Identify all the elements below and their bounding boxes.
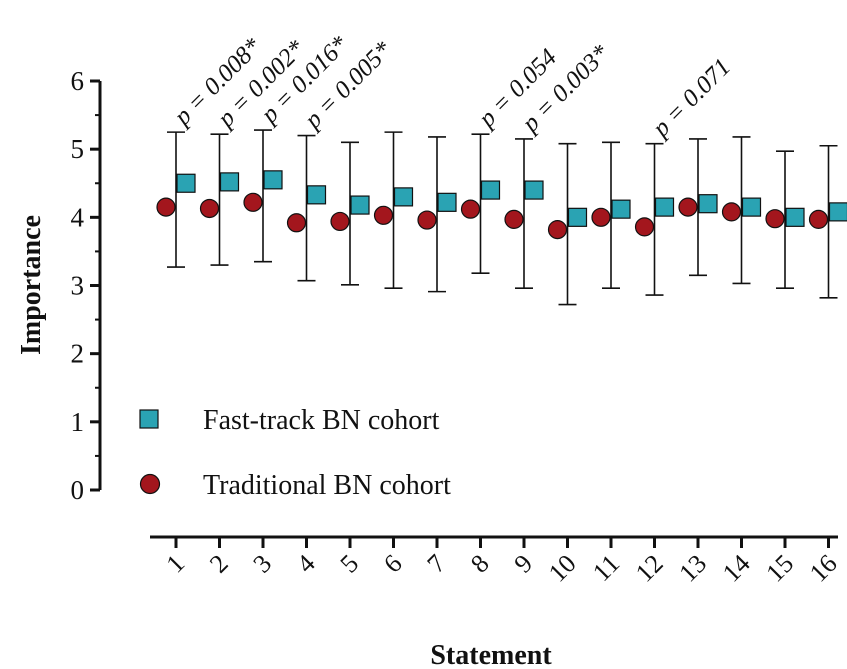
fast-track-point	[741, 197, 762, 217]
fast-track-point	[698, 194, 718, 214]
fast-track-point	[306, 185, 327, 205]
data-points	[156, 170, 847, 240]
traditional-point	[243, 192, 263, 212]
fast-track-point	[828, 202, 847, 222]
traditional-point	[286, 213, 307, 233]
x-tick-label: 2	[204, 549, 234, 579]
y-tick-label: 2	[71, 339, 85, 369]
y-tick-label: 4	[71, 202, 85, 232]
x-tick-label: 14	[717, 549, 756, 588]
fast-track-point	[785, 207, 805, 227]
traditional-point	[460, 199, 481, 219]
traditional-point	[156, 197, 176, 217]
x-axis: 1 2 3 4 5 6 7 8 9 10 11 12 13 14 15 16	[150, 535, 843, 588]
x-tick-label: 5	[335, 549, 365, 579]
x-tick-label: 11	[587, 549, 625, 587]
fast-track-point	[176, 173, 196, 193]
legend-label-fast-track: Fast-track BN cohort	[203, 405, 440, 436]
p-value-annotations: p = 0.008*p = 0.002*p = 0.016*p = 0.005*…	[168, 31, 736, 144]
traditional-point	[634, 217, 655, 237]
x-tick-label: 6	[378, 549, 408, 579]
x-tick-label: 1	[161, 549, 191, 579]
x-tick-label: 4	[291, 549, 321, 579]
traditional-point	[373, 205, 394, 225]
traditional-point	[765, 209, 785, 229]
error-bars	[167, 129, 838, 306]
fast-track-point	[654, 197, 675, 217]
y-tick-label: 1	[71, 407, 85, 437]
y-axis: 0 1 2 3 4 5 6	[71, 66, 102, 505]
traditional-point	[721, 202, 742, 222]
fast-track-point	[437, 192, 457, 212]
fast-track-point	[524, 180, 544, 200]
x-tick-label: 13	[673, 549, 712, 588]
fast-track-point	[219, 172, 240, 192]
p-value-label: p = 0.071	[646, 53, 736, 143]
traditional-point	[417, 210, 437, 230]
x-tick-label: 8	[465, 549, 495, 579]
fast-track-point	[611, 199, 631, 219]
legend-label-traditional: Traditional BN cohort	[203, 470, 451, 501]
fast-track-point	[350, 195, 370, 215]
y-axis-title: Importance	[16, 215, 47, 355]
fast-track-point	[393, 187, 414, 207]
x-tick-label: 3	[248, 549, 278, 579]
y-tick-label: 5	[71, 134, 85, 164]
x-tick-label: 15	[760, 549, 799, 588]
fast-track-point	[480, 180, 501, 200]
y-tick-label: 6	[71, 66, 85, 96]
legend-marker-fast-track	[139, 409, 159, 429]
traditional-point	[678, 197, 698, 217]
traditional-point	[504, 209, 524, 229]
fast-track-point	[567, 207, 588, 227]
traditional-point	[199, 198, 220, 219]
traditional-point	[547, 220, 568, 240]
x-tick-label: 7	[422, 549, 452, 579]
traditional-point	[808, 209, 829, 229]
x-tick-label: 16	[804, 549, 843, 588]
legend: Fast-track BN cohort Traditional BN coho…	[139, 405, 451, 501]
x-axis-title: Statement	[430, 640, 552, 669]
y-tick-label: 0	[71, 475, 85, 505]
traditional-point	[330, 211, 350, 232]
fast-track-point	[263, 170, 283, 190]
traditional-point	[591, 207, 611, 227]
x-tick-label: 12	[630, 549, 669, 588]
y-tick-label: 3	[71, 271, 85, 301]
x-tick-label: 9	[509, 549, 539, 579]
legend-marker-traditional	[139, 473, 161, 495]
x-tick-label: 10	[543, 549, 582, 588]
